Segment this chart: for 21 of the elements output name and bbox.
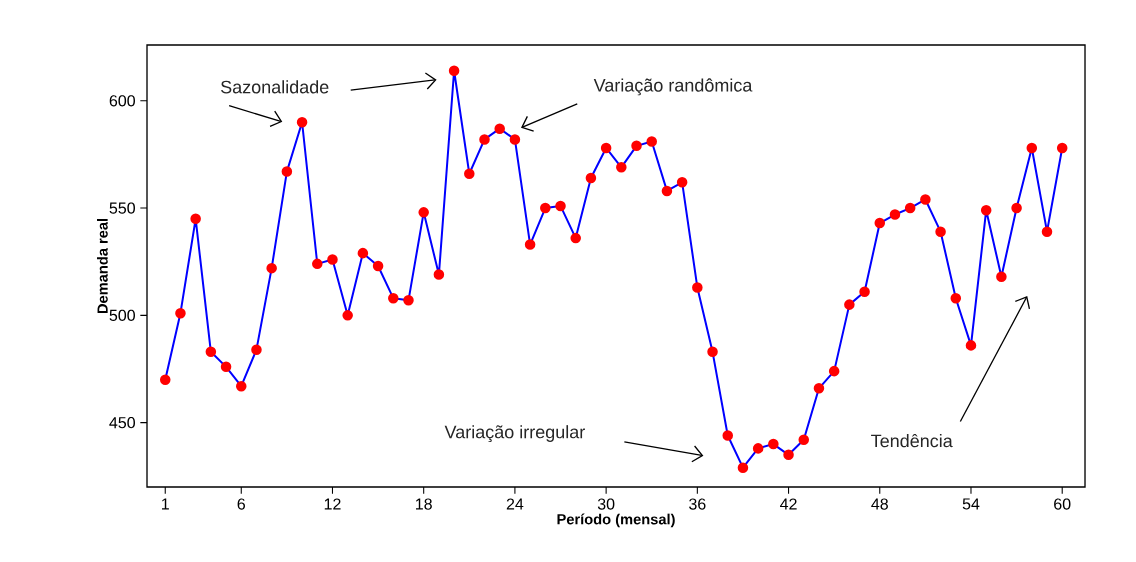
y-tick-label: 600	[109, 95, 135, 107]
annotation: Sazonalidade	[220, 80, 329, 94]
x-tick-label: 12	[324, 498, 341, 510]
x-tick-label: 18	[416, 498, 432, 510]
y-tick-label: 550	[109, 202, 135, 214]
x-tick-label: 30	[597, 498, 615, 510]
x-tick-label: 60	[1054, 498, 1071, 510]
x-tick-label: 42	[780, 498, 797, 510]
y-axis-title: Demanda real	[97, 218, 108, 314]
x-tick-label: 48	[871, 498, 888, 510]
x-tick-label: 54	[962, 498, 980, 510]
x-tick-label: 24	[506, 498, 524, 510]
y-tick-label: 500	[109, 309, 135, 321]
x-tick-label: 6	[237, 498, 246, 510]
annotation: Variação irregular	[444, 425, 585, 442]
annotation: Tendência	[871, 434, 953, 448]
y-tick-label: 450	[109, 416, 135, 429]
annotation: Variação randômica	[593, 78, 753, 96]
x-tick-label: 1	[162, 498, 169, 510]
x-axis-title: Período (mensal)	[557, 513, 675, 528]
x-tick-label: 36	[689, 498, 706, 510]
